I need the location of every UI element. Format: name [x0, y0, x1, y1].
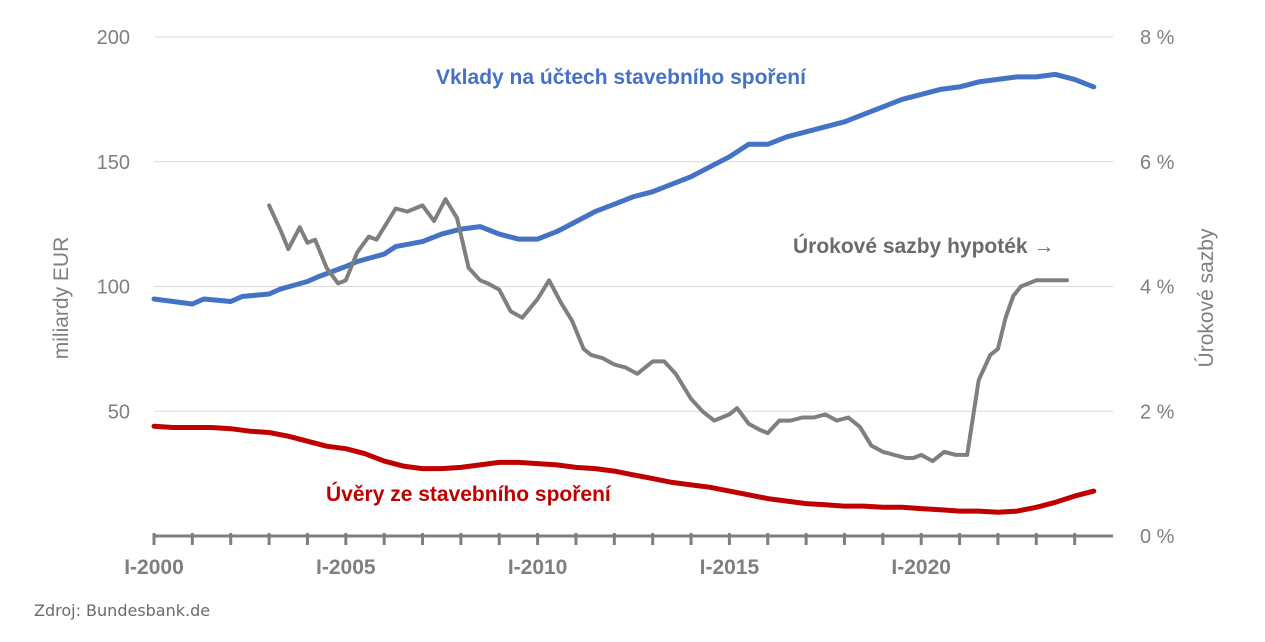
- source-note: Zdroj: Bundesbank.de: [34, 601, 211, 620]
- x-tick-label: I-2000: [124, 556, 184, 579]
- x-tick-label: I-2005: [316, 556, 376, 579]
- loans-line: [151, 423, 1097, 515]
- series-layer: [151, 71, 1097, 515]
- y2-axis-title: Úrokové sazby: [1195, 228, 1218, 367]
- y-tick-label: 50: [108, 401, 130, 423]
- y2-tick-label: 2 %: [1140, 401, 1175, 423]
- x-tick-label: I-2020: [891, 556, 951, 579]
- rates-line: [267, 197, 1069, 464]
- x-tick-label: I-2010: [508, 556, 568, 579]
- y2-tick-label: 4 %: [1140, 277, 1175, 299]
- deposits-line: [151, 71, 1097, 307]
- gridlines: [154, 36, 1113, 412]
- x-tick-label: I-2015: [700, 556, 760, 579]
- deposits-series-label: Vklady na účtech stavebního spoření: [436, 66, 807, 89]
- loans-series-label: Úvěry ze stavebního spoření: [326, 482, 612, 506]
- y-tick-label: 100: [97, 277, 130, 299]
- y2-tick-label: 0 %: [1140, 526, 1175, 548]
- y-tick-label: 150: [97, 152, 130, 174]
- y2-tick-label: 6 %: [1140, 152, 1175, 174]
- left-axis-ticks: 200 150 100 50: [97, 27, 130, 423]
- right-axis-ticks: 8 % 6 % 4 % 2 % 0 %: [1140, 27, 1175, 548]
- y-axis-title: miliardy EUR: [50, 237, 73, 360]
- y2-tick-label: 8 %: [1140, 27, 1175, 49]
- rates-series-label: Úrokové sazby hypoték →: [793, 234, 1054, 258]
- y-tick-label: 200: [97, 27, 130, 49]
- x-axis: I-2000 I-2005 I-2010 I-2015 I-2020: [124, 533, 1113, 579]
